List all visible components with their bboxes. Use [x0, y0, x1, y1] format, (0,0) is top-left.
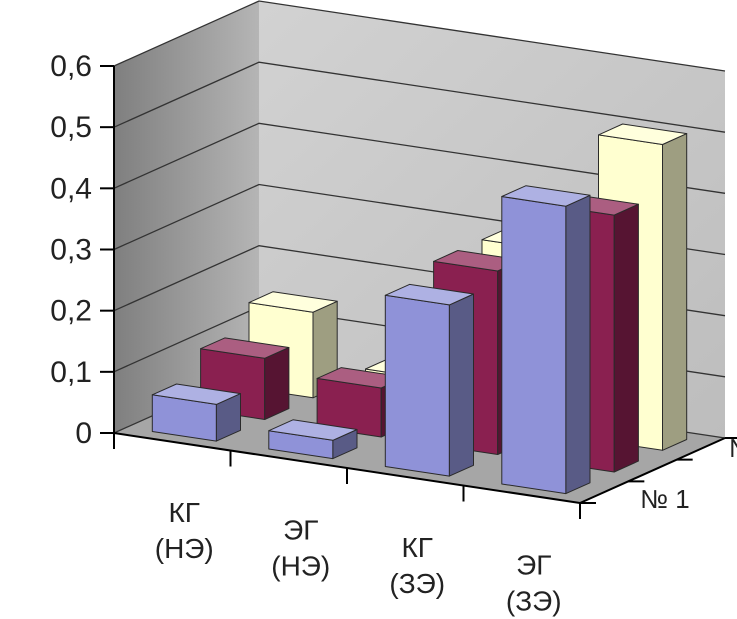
bar [151, 383, 241, 442]
bar-front-face [501, 196, 567, 495]
y-tick-label: 0,1 [50, 356, 92, 389]
bar-top-face [151, 383, 241, 405]
y-tick-label: 0,6 [50, 50, 92, 83]
gridline [113, 0, 726, 72]
bar-top-face [268, 419, 358, 441]
bar [268, 419, 358, 460]
category-label: КГ (НЭ) [155, 497, 214, 564]
category-label: ЭГ (НЭ) [271, 514, 330, 581]
bar-side-face [565, 194, 591, 495]
bar-top-face [598, 123, 688, 145]
bar-top-face [501, 185, 591, 207]
bar-side-face [662, 133, 688, 451]
y-tick-label: 0,4 [50, 172, 92, 205]
bar-side-face [613, 203, 639, 473]
bar [384, 283, 474, 477]
bar-top-face [384, 283, 474, 306]
depth-axis [579, 437, 726, 504]
gridline [113, 122, 726, 194]
bar [501, 185, 591, 495]
bar-side-face [448, 293, 474, 477]
category-label: ЭГ (ЗЭ) [506, 549, 562, 616]
bar-top-face [248, 291, 338, 313]
y-tick-label: 0,5 [50, 111, 92, 144]
y-tick-label: 0,2 [50, 295, 92, 328]
series-label: № 1 [640, 484, 690, 514]
bar-front-face [384, 294, 450, 477]
y-tick-label: 0,3 [50, 234, 92, 267]
bar-side-face [264, 347, 290, 420]
bar-top-face [200, 337, 290, 359]
series-label: № 3 [729, 433, 737, 463]
y-tick-label: 0 [75, 417, 92, 450]
gridline [113, 61, 726, 133]
category-label: КГ (ЗЭ) [389, 532, 445, 599]
